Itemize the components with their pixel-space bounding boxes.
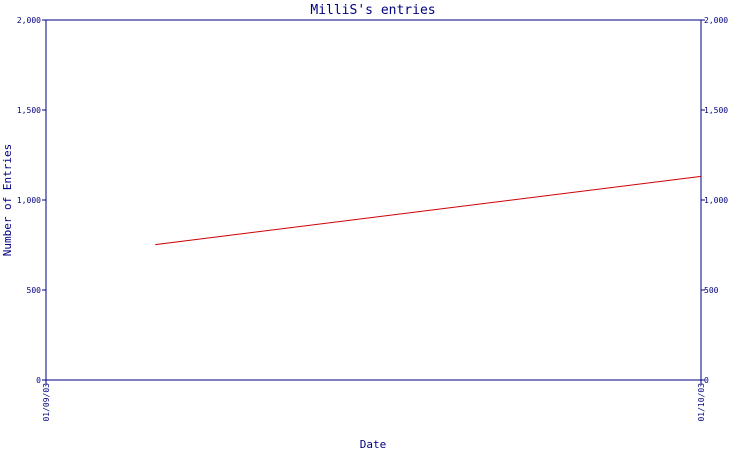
y-tick-label-right: 0 <box>704 376 709 385</box>
y-tick-label-left: 500 <box>27 286 42 295</box>
chart-title: MilliS's entries <box>310 3 435 18</box>
y-axis-left: 0 500 1,000 1,500 2,000 <box>17 16 46 385</box>
y-axis-label: Number of Entries <box>1 144 14 257</box>
y-tick-label-left: 0 <box>36 376 41 385</box>
series-line <box>155 175 702 246</box>
y-tick-label-left: 2,000 <box>17 16 41 25</box>
y-tick-label-left: 1,000 <box>17 196 41 205</box>
y-tick-label-right: 1,500 <box>704 106 728 115</box>
y-tick-label-right: 1,000 <box>704 196 728 205</box>
y-tick-label-left: 1,500 <box>17 106 41 115</box>
y-tick-label-right: 2,000 <box>704 16 728 25</box>
series-group <box>155 175 702 246</box>
y-tick-label-right: 500 <box>704 286 719 295</box>
plot-area-frame <box>45 19 702 381</box>
x-axis-label: Date <box>360 438 387 450</box>
y-axis-right: 0 500 1,000 1,500 2,000 <box>701 16 728 385</box>
x-tick-label: 01/10/03 <box>697 383 706 422</box>
x-axis: 01/09/03 01/10/03 <box>42 380 706 422</box>
x-tick-label: 01/09/03 <box>42 383 51 422</box>
